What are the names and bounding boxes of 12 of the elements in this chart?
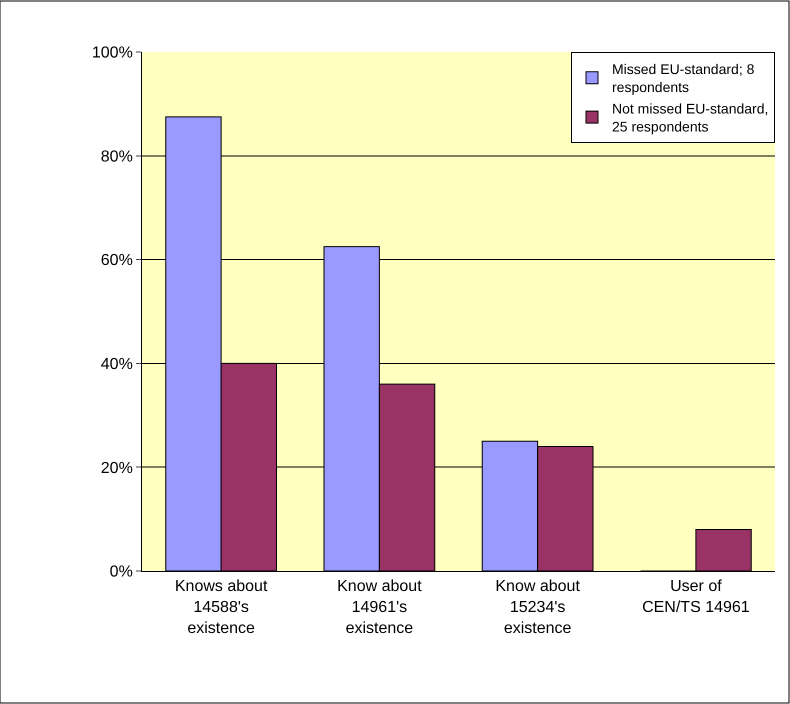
y-tick-label: 100%: [92, 44, 133, 62]
x-tick-label: Know about 15234's existence: [495, 578, 580, 637]
x-tick-label: Know about 14961's existence: [337, 578, 422, 637]
y-tick-label: 0%: [110, 564, 133, 581]
y-tick-label: 20%: [100, 460, 133, 477]
y-tick-label: 60%: [100, 252, 133, 270]
x-tick-label: Knows about 14588's existence: [174, 578, 268, 637]
legend-label: Not missed EU-standard, 25 respondents: [612, 100, 768, 135]
legend-label: Missed EU-standard; 8 respondents: [612, 61, 755, 96]
y-tick-label: 80%: [100, 148, 133, 166]
y-tick-label: 40%: [100, 356, 133, 373]
x-tick-label: User of CEN/TS 14961: [642, 578, 750, 616]
